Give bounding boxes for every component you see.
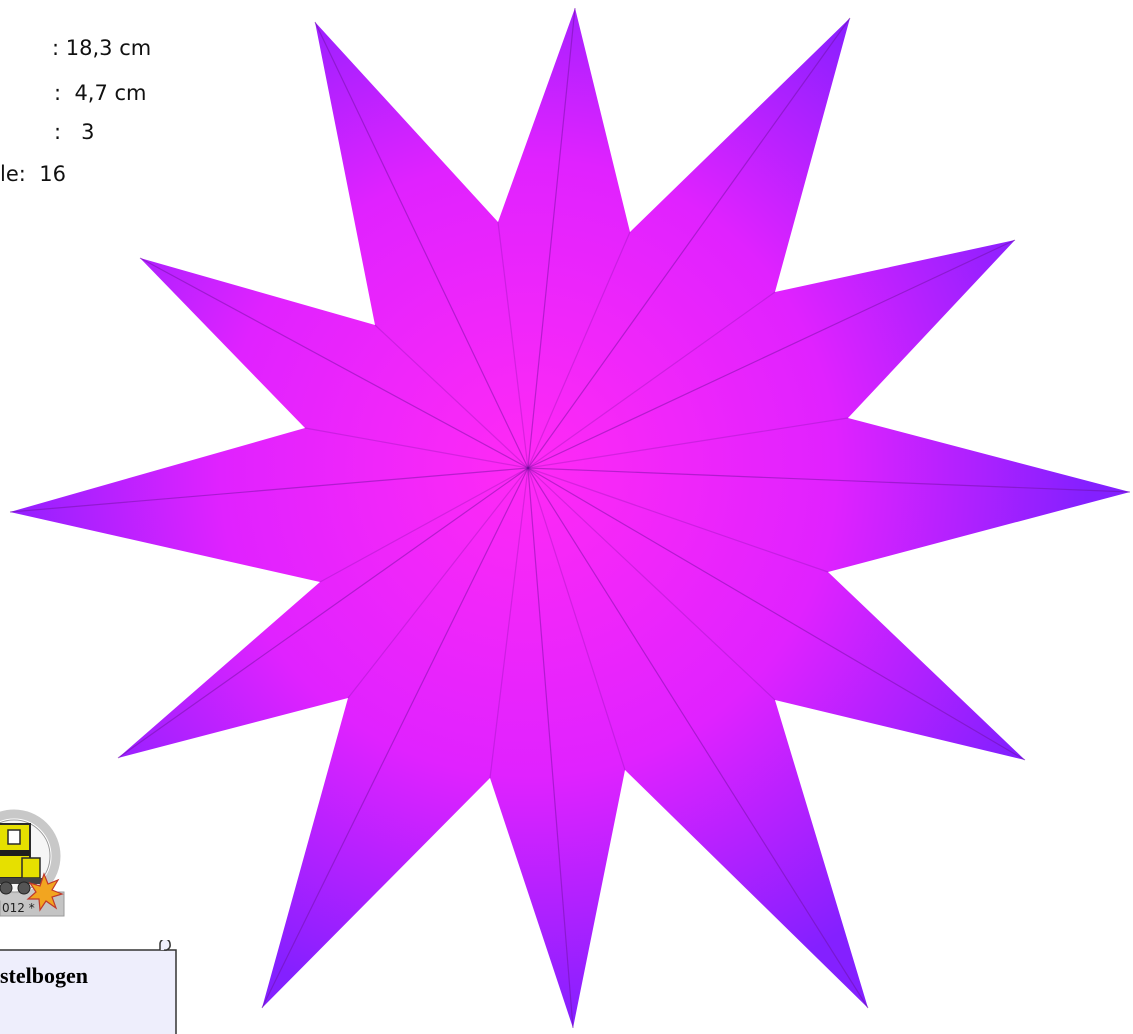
star-crease-4: [527, 467, 1131, 493]
star-valley-crease-10: [304, 427, 529, 469]
star-valley-crease-5: [527, 467, 776, 701]
star-valley-crease-4: [527, 467, 829, 573]
star-valley-crease-12: [497, 221, 529, 469]
star-crease-10: [9, 467, 529, 513]
spec-label-4: le: [0, 162, 19, 186]
logo-year-text: 012 *: [2, 901, 35, 915]
star-crease-12: [314, 21, 529, 469]
star-crease-1: [527, 7, 576, 469]
spec-value-4: 16: [39, 162, 66, 186]
star-body: [10, 8, 1130, 1028]
star-valley-crease-6: [527, 467, 626, 771]
spec-line-4: le: 16: [0, 164, 66, 185]
star-valley-crease-8: [347, 467, 529, 699]
spec-line-1: : 18,3 cm: [52, 38, 151, 59]
spec-line-2: : 4,7 cm: [54, 83, 147, 104]
star-crease-11: [139, 257, 529, 469]
scroll-curl: [159, 940, 171, 951]
star-crease-3: [527, 239, 1016, 469]
star-valley-crease-11: [374, 324, 529, 469]
star-valley-crease-2: [527, 291, 776, 469]
star-crease-6: [527, 467, 869, 1009]
logo-ring: [0, 809, 61, 903]
star-crease-2: [527, 17, 851, 469]
spec-separator-2: :: [54, 81, 62, 105]
banner-title: stelbogen: [0, 963, 88, 988]
star-creases: [9, 7, 1131, 1029]
spec-value-2: 4,7 cm: [74, 81, 147, 105]
star-crease-9: [117, 467, 529, 759]
spec-separator-3: :: [54, 120, 62, 144]
spec-separator-1: :: [52, 36, 60, 60]
locomotive-logo: 012 *: [0, 809, 65, 917]
star-valley-crease-9: [319, 467, 529, 583]
star-valley-crease-7: [489, 467, 529, 779]
scroll-banner: [0, 940, 177, 1034]
star-crease-5: [527, 467, 1026, 761]
locomotive-icon: [0, 823, 42, 895]
star-crease-7: [527, 467, 574, 1029]
spec-value-1: 18,3 cm: [65, 36, 152, 60]
star-valley-crease-3: [527, 417, 849, 469]
star-crease-8: [261, 467, 529, 1009]
spec-separator-4: :: [18, 162, 26, 186]
star-valley-crease-1: [527, 231, 631, 469]
spec-value-3: 3: [81, 120, 95, 144]
star-burst-icon: [26, 872, 64, 912]
spec-line-3: : 3: [54, 122, 94, 143]
